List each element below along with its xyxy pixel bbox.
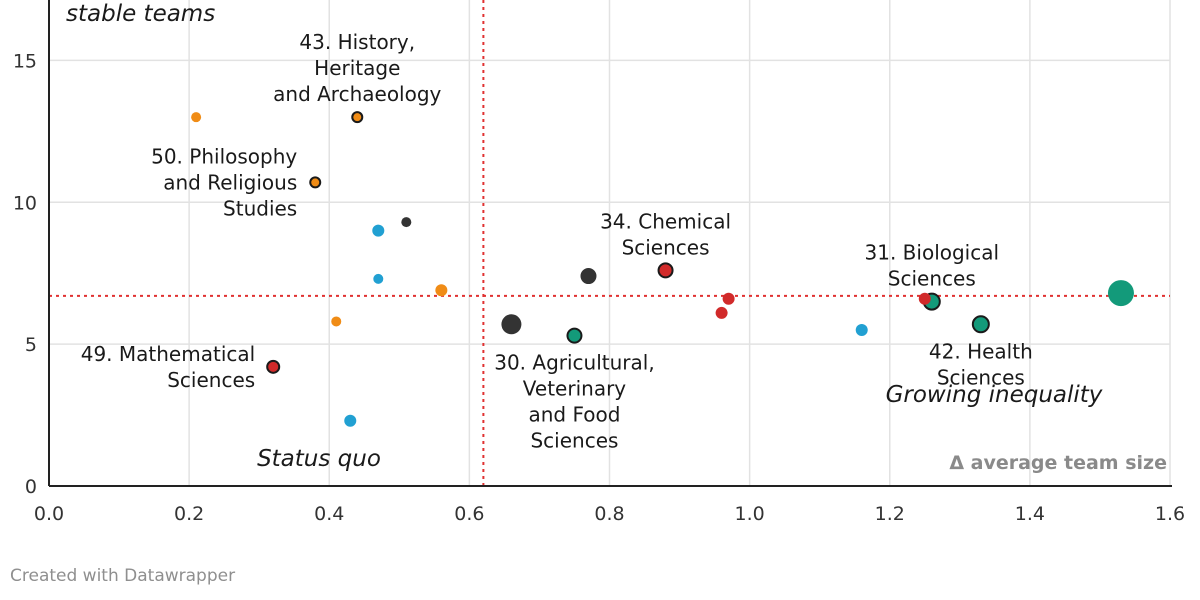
reference-lines bbox=[49, 0, 1170, 486]
y-tick-label: 5 bbox=[25, 334, 37, 356]
data-point bbox=[372, 224, 385, 237]
axes bbox=[48, 0, 1172, 487]
y-tick-labels: 0 5 10 15 bbox=[13, 50, 37, 498]
point-annotation: 34. Chemical Sciences bbox=[600, 209, 731, 259]
x-tick-label: 1.6 bbox=[1155, 503, 1185, 525]
data-points bbox=[191, 111, 1134, 427]
x-tick-label: 0.4 bbox=[314, 503, 344, 525]
data-point bbox=[331, 316, 342, 327]
x-axis-title: Δ average team size bbox=[949, 452, 1167, 474]
data-point bbox=[435, 284, 448, 297]
x-tick-label: 0.0 bbox=[34, 503, 64, 525]
quadrant-label: Status quo bbox=[257, 446, 381, 472]
data-point bbox=[855, 323, 868, 336]
data-point bbox=[501, 314, 522, 335]
x-tick-label: 0.6 bbox=[454, 503, 484, 525]
data-point bbox=[1107, 280, 1134, 307]
point-annotation: 30. Agricultural, Veterinary and Food Scien… bbox=[494, 351, 654, 453]
x-tick-label: 1.2 bbox=[875, 503, 905, 525]
x-tick-label: 1.0 bbox=[735, 503, 765, 525]
y-tick-label: 10 bbox=[13, 192, 37, 214]
x-tick-labels: 0.0 0.2 0.4 0.6 0.8 1.0 1.2 1.4 1.6 bbox=[34, 503, 1185, 525]
data-point bbox=[351, 111, 364, 124]
gridlines bbox=[49, 0, 1171, 486]
data-point bbox=[373, 273, 384, 284]
quadrant-label: stable teams bbox=[66, 1, 215, 27]
point-annotations: 43. History, Heritage and Archaeology 50. P… bbox=[81, 30, 1033, 452]
y-tick-label: 15 bbox=[13, 50, 37, 72]
data-point bbox=[344, 414, 357, 427]
y-tick-label: 0 bbox=[25, 476, 37, 498]
quadrant-label: Growing inequality bbox=[886, 382, 1103, 408]
data-point bbox=[401, 217, 412, 228]
data-point bbox=[971, 315, 990, 334]
point-annotation: 42. Health Sciences bbox=[929, 339, 1033, 389]
data-point bbox=[309, 176, 322, 189]
point-annotation: 49. Mathematical Sciences bbox=[81, 342, 255, 392]
x-tick-label: 0.8 bbox=[594, 503, 624, 525]
quadrant-labels: stable teams Status quo Growing inequality bbox=[66, 1, 1103, 472]
data-point bbox=[580, 268, 597, 285]
data-point bbox=[566, 327, 583, 344]
point-annotation: 43. History, Heritage and Archaeology bbox=[273, 30, 441, 106]
data-point bbox=[266, 359, 281, 374]
data-point bbox=[657, 262, 674, 279]
x-tick-label: 1.4 bbox=[1015, 503, 1045, 525]
data-point bbox=[722, 292, 735, 305]
data-point bbox=[918, 292, 931, 305]
x-tick-label: 0.2 bbox=[174, 503, 204, 525]
data-point bbox=[715, 306, 728, 319]
data-point bbox=[191, 112, 202, 123]
point-annotation: 31. Biological Sciences bbox=[865, 241, 1000, 291]
credit-text: Created with Datawrapper bbox=[10, 566, 236, 586]
point-annotation: 50. Philosophy and Religious Studies bbox=[151, 144, 297, 220]
